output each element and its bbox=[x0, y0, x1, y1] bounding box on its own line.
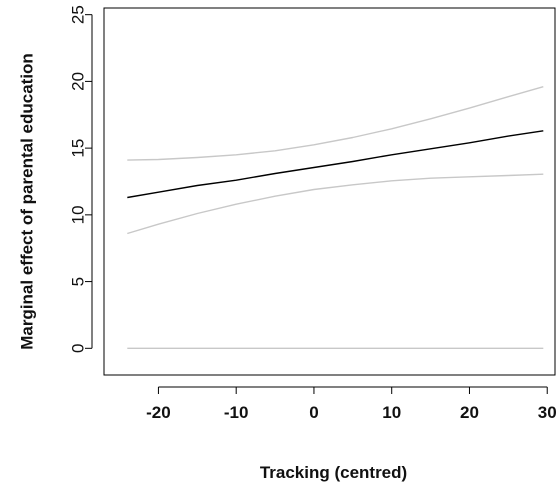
y-axis: 0 5 10 15 20 25 bbox=[69, 5, 93, 353]
series-line-lower-bound bbox=[127, 173, 544, 235]
y-tick-label: 0 bbox=[69, 344, 88, 353]
x-tick-label: 20 bbox=[460, 403, 479, 422]
x-tick-label: -20 bbox=[146, 403, 171, 422]
series-layer bbox=[127, 86, 544, 349]
plot-frame bbox=[103, 7, 556, 376]
x-tick-label: 0 bbox=[309, 403, 318, 422]
series-line-estimate bbox=[127, 130, 544, 199]
x-tick-label: 10 bbox=[382, 403, 401, 422]
y-tick-label: 25 bbox=[69, 5, 88, 24]
x-axis-title: Tracking (centred) bbox=[260, 463, 407, 482]
x-tick-label: 30 bbox=[538, 403, 557, 422]
y-axis-title: Marginal effect of parental education bbox=[18, 53, 37, 350]
y-tick-label: 10 bbox=[69, 205, 88, 224]
plot-area bbox=[103, 7, 556, 376]
y-tick-label: 5 bbox=[69, 277, 88, 286]
series-line-upper-bound bbox=[127, 86, 544, 161]
y-tick-label: 20 bbox=[69, 72, 88, 91]
x-axis: -20 -10 0 10 20 30 bbox=[146, 386, 557, 422]
x-tick-label: -10 bbox=[224, 403, 249, 422]
y-tick-label: 15 bbox=[69, 139, 88, 158]
